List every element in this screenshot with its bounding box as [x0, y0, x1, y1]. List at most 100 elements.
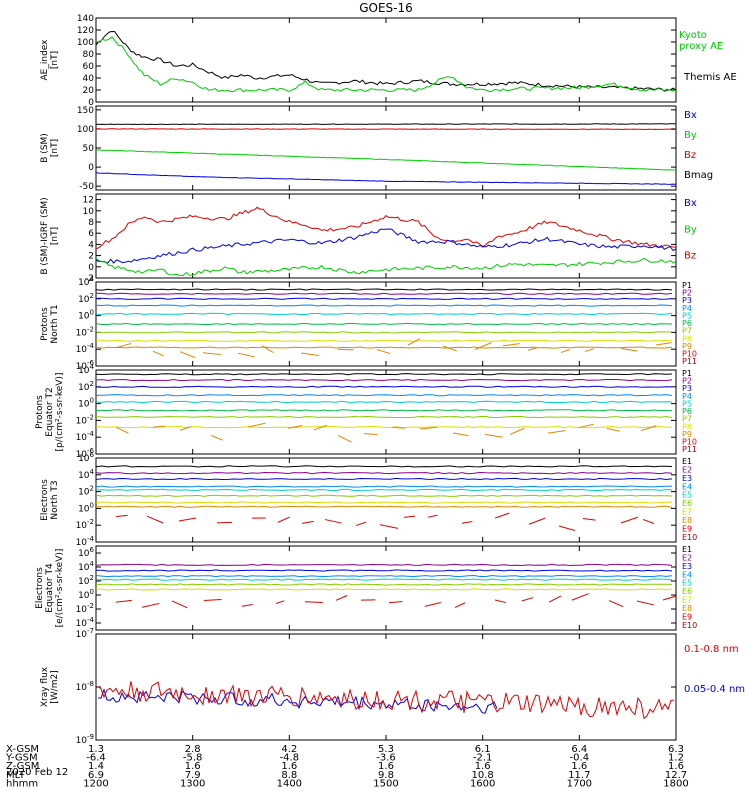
- sparse-trace: [179, 518, 196, 521]
- legend: 0.1-0.8 nm 0.05-0.4 nm: [684, 644, 745, 695]
- legend-item: Kyoto: [679, 30, 707, 41]
- series-p4: [96, 305, 672, 306]
- series-p6: [96, 410, 672, 411]
- sparse-trace: [621, 349, 637, 351]
- series-e2: [96, 473, 672, 474]
- y-tick-label: 100: [78, 397, 94, 410]
- series-e4: [96, 486, 672, 487]
- legend-item: Bmag: [684, 170, 713, 181]
- sparse-trace: [404, 516, 415, 517]
- plot-area: [96, 32, 676, 92]
- panel-frame: [96, 546, 676, 630]
- legend-item: Bz: [684, 251, 696, 262]
- sparse-trace: [380, 525, 398, 529]
- y-tick-label: 100: [78, 501, 94, 514]
- legend-item: 0.05-0.4 nm: [684, 684, 745, 695]
- y-tick-label: 150: [77, 106, 94, 116]
- y-tick-label: 40: [83, 74, 95, 84]
- sparse-trace: [172, 601, 187, 608]
- orbit-row-label: hhmm: [6, 778, 38, 789]
- y-tick-label: 20: [83, 86, 95, 96]
- sparse-trace: [116, 427, 128, 433]
- y-axis-label: [nT]: [50, 227, 60, 245]
- sparse-trace: [425, 603, 441, 607]
- sparse-trace: [338, 349, 353, 350]
- panel-1: 140120100806040200AE_index[nT]Kyotoproxy…: [40, 14, 737, 108]
- y-tick-label: 2: [88, 252, 94, 262]
- series-p4: [96, 395, 672, 396]
- sparse-trace: [607, 428, 620, 431]
- sparse-trace: [116, 600, 132, 602]
- date-label: 2020 Feb 12: [6, 767, 68, 778]
- sparse-trace: [364, 434, 377, 435]
- y-tick-label: 0: [88, 163, 94, 173]
- y-tick-label: 100: [78, 309, 94, 322]
- sparse-trace: [559, 526, 575, 530]
- y-tick-label: 50: [83, 144, 95, 154]
- orbit-cell: 1200: [83, 778, 108, 789]
- y-tick-label: 10-4: [76, 430, 95, 443]
- series-p2: [96, 380, 672, 381]
- sparse-trace: [336, 595, 347, 600]
- y-tick-label: 80: [83, 50, 95, 60]
- sparse-trace: [503, 344, 520, 346]
- y-axis-label: B (SM): [40, 133, 50, 163]
- sparse-trace: [325, 520, 341, 524]
- series-bz: [96, 207, 676, 249]
- legend-item: 0.1-0.8 nm: [684, 644, 739, 655]
- legend-item: By: [684, 224, 697, 235]
- sparse-trace: [637, 601, 654, 605]
- sparse-trace: [356, 522, 366, 525]
- legend-item: Themis AE: [683, 72, 737, 83]
- sparse-trace: [278, 517, 290, 522]
- series-e7: [96, 589, 672, 590]
- series-e3: [96, 478, 672, 479]
- y-tick-label: 4: [88, 240, 94, 250]
- series-p7: [96, 417, 672, 418]
- series-bx: [96, 173, 676, 185]
- sparse-trace: [572, 594, 589, 601]
- series-e2: [96, 564, 672, 565]
- panels-group: 140120100806040200AE_index[nT]Kyotoproxy…: [35, 14, 745, 746]
- sparse-trace: [238, 353, 255, 357]
- legend-item: proxy AE: [679, 41, 723, 52]
- sparse-trace: [528, 348, 536, 350]
- sparse-trace: [217, 522, 232, 523]
- y-axis-label: Equator T4: [45, 563, 55, 613]
- series-p3: [96, 298, 672, 299]
- y-axis-label: [W/m2]: [50, 670, 60, 703]
- y-tick-label: 104: [78, 468, 94, 481]
- y-tick-label: 10-2: [76, 413, 94, 426]
- orbit-cell: 1600: [470, 778, 495, 789]
- sparse-trace: [548, 431, 565, 434]
- y-axis-label: Equator T2: [45, 387, 55, 436]
- legend-item: Bz: [684, 150, 696, 161]
- series-by: [96, 150, 676, 170]
- y-tick-label: 6: [88, 229, 94, 239]
- series-0-1-0-8-nm: [98, 681, 674, 718]
- series-p6: [96, 323, 672, 324]
- sparse-trace: [301, 353, 319, 356]
- series-themis-ae: [96, 32, 676, 92]
- y-axis-label: [nT]: [50, 51, 60, 69]
- sparse-trace: [389, 602, 402, 603]
- legend-item: E10: [682, 533, 697, 542]
- sparse-trace: [242, 604, 253, 606]
- sparse-trace: [428, 515, 437, 517]
- y-axis-label: AE_index: [40, 39, 50, 81]
- sparse-trace: [609, 601, 623, 607]
- y-axis-label: [nT]: [50, 139, 60, 157]
- sparse-trace: [529, 518, 545, 524]
- orbit-table: X-GSMY-GSMZ-GSMMLThhmm1.3-6.41.46.912002…: [5, 744, 689, 789]
- series-e5: [96, 489, 672, 490]
- legend-item: Bx: [684, 110, 697, 121]
